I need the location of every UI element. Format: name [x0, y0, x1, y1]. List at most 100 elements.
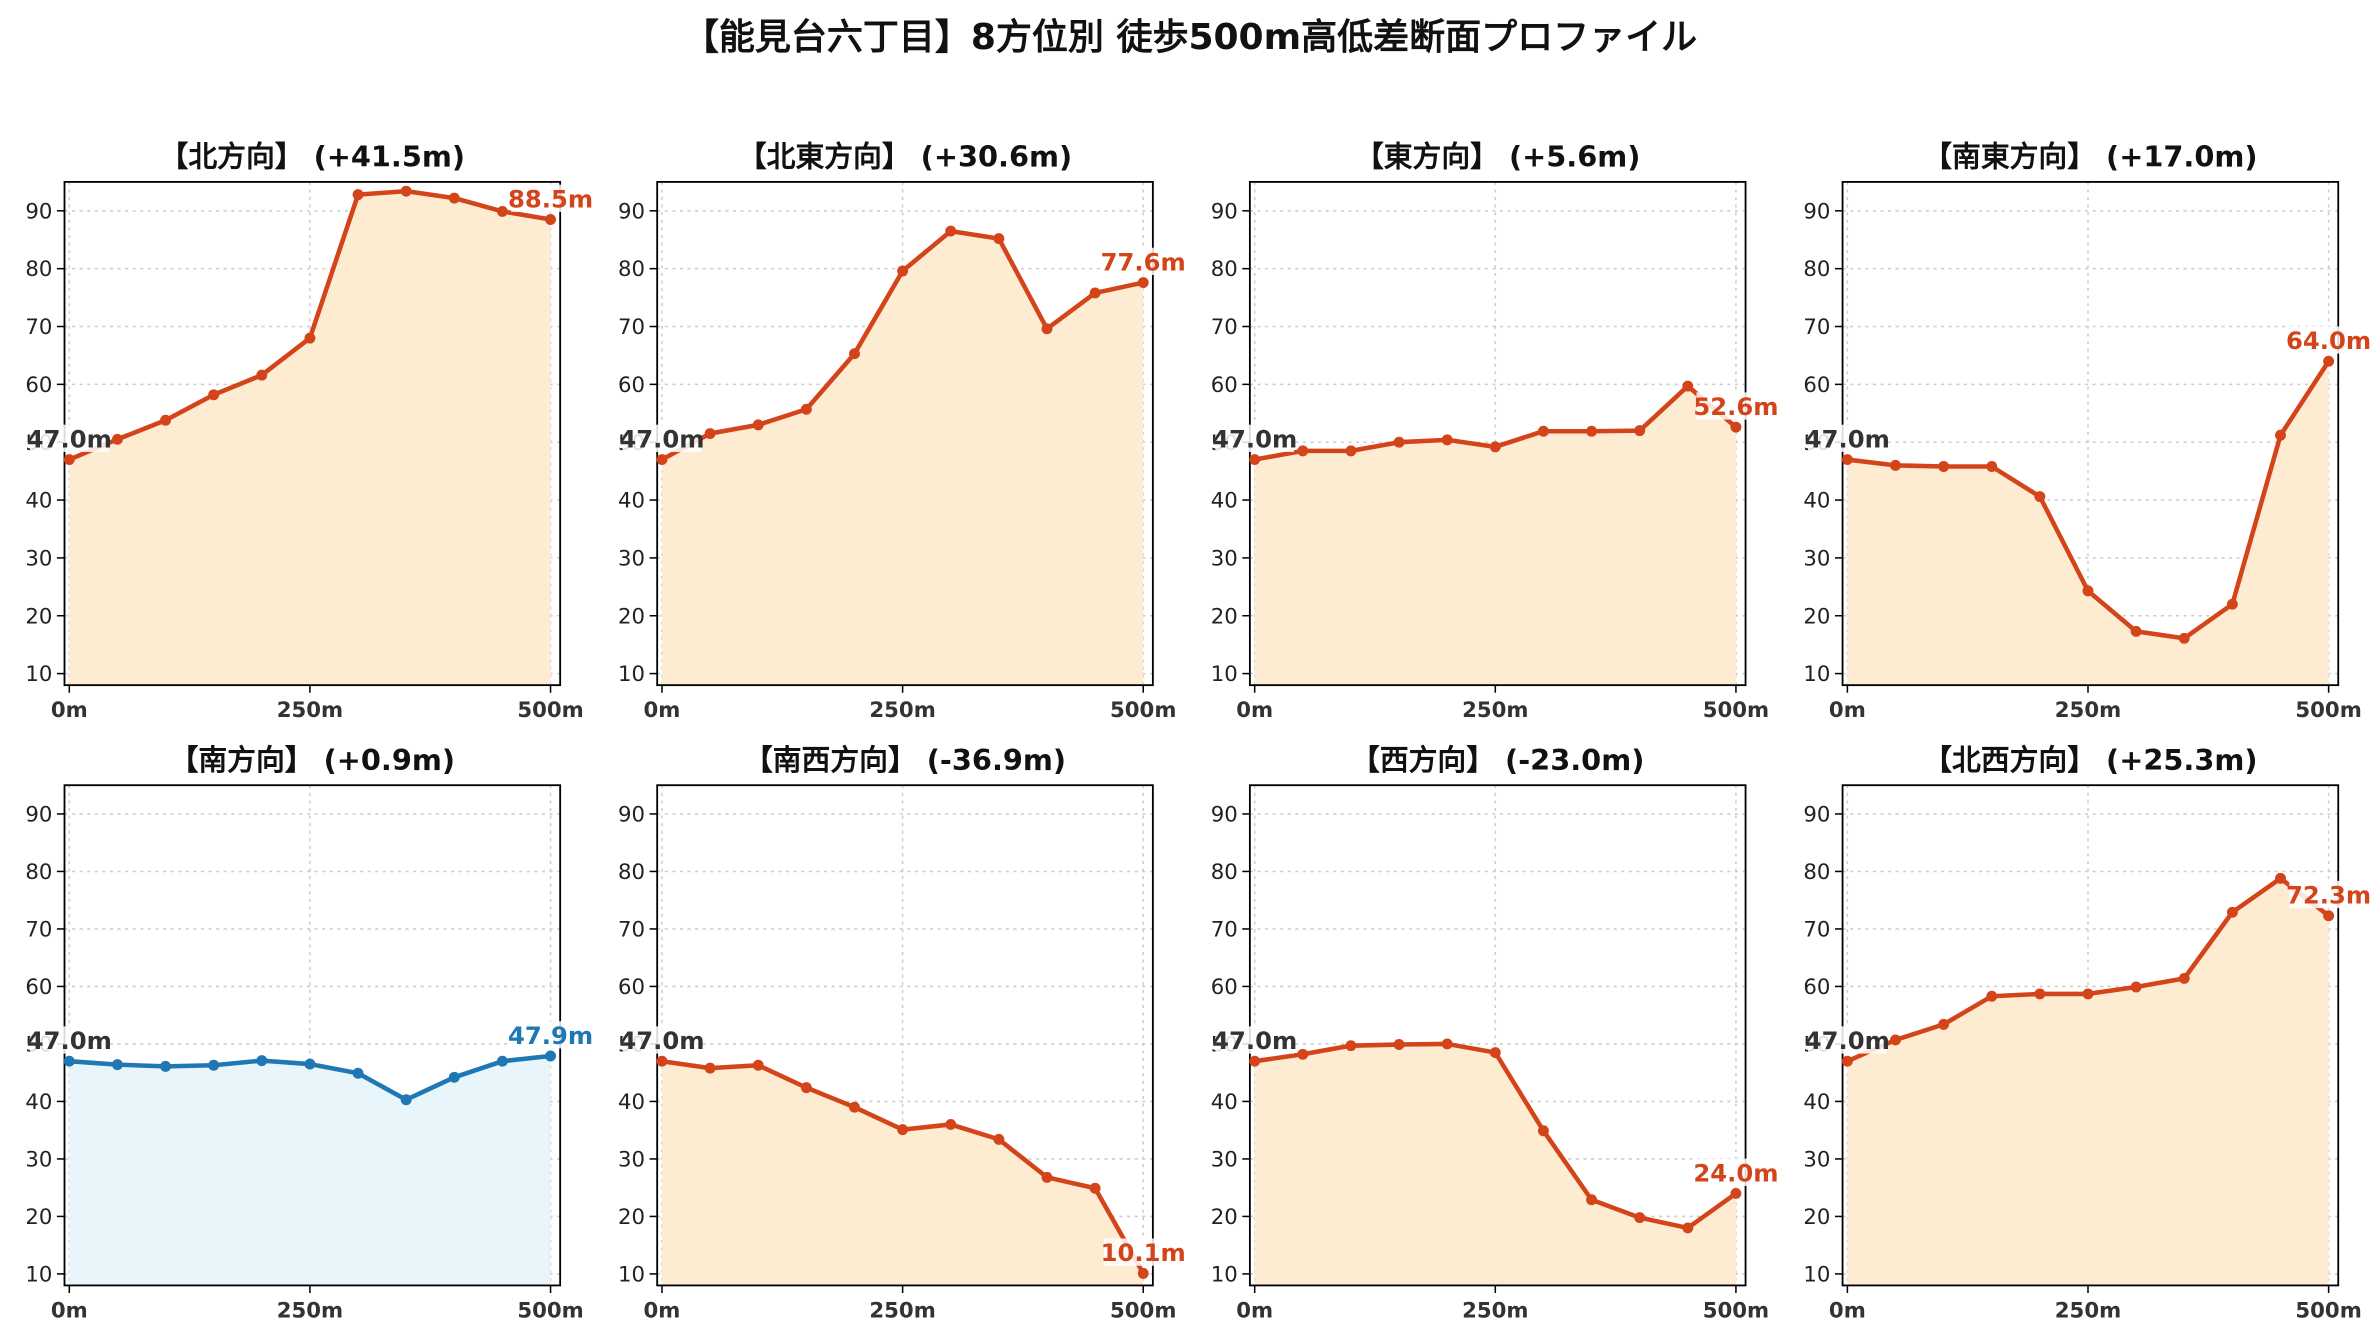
data-point — [496, 1055, 508, 1067]
start-label: 47.0m — [619, 1026, 704, 1055]
y-tick-label: 40 — [1803, 1090, 1830, 1115]
x-tick-label: 250m — [1462, 1298, 1528, 1323]
data-point — [304, 332, 316, 344]
data-point — [897, 1124, 909, 1136]
y-tick-label: 80 — [618, 860, 645, 885]
y-tick-label: 20 — [1803, 604, 1830, 629]
subplot-7: 【北西方向】 (+25.3m)1020304050607080900m250m5… — [1803, 743, 2371, 1323]
subplot-4: 【南方向】 (+0.9m)1020304050607080900m250m500… — [25, 743, 593, 1323]
end-label: 24.0m — [1693, 1158, 1778, 1187]
data-point — [304, 1058, 316, 1070]
data-point — [1089, 287, 1101, 299]
data-point — [1682, 380, 1694, 392]
data-point — [1393, 436, 1405, 448]
y-tick-label: 10 — [25, 1263, 52, 1288]
x-tick-label: 250m — [2055, 698, 2121, 723]
y-tick-label: 10 — [1211, 662, 1238, 687]
y-tick-label: 40 — [1211, 489, 1238, 514]
data-point — [2130, 981, 2142, 993]
data-point — [545, 1050, 557, 1062]
y-tick-label: 60 — [1211, 975, 1238, 1000]
y-tick-label: 10 — [1803, 1263, 1830, 1288]
data-point — [63, 1055, 75, 1067]
data-point — [1730, 1187, 1742, 1199]
start-label: 47.0m — [27, 1026, 112, 1055]
end-label: 52.6m — [1693, 392, 1778, 421]
y-tick-label: 70 — [25, 315, 52, 340]
data-point — [1345, 445, 1357, 457]
end-label-bg — [1696, 1158, 1776, 1186]
data-point — [1137, 1267, 1149, 1279]
y-tick-label: 40 — [25, 489, 52, 514]
subplot-title: 【北東方向】 (+30.6m) — [738, 140, 1072, 174]
y-tick-label: 90 — [618, 803, 645, 828]
data-point — [111, 1059, 123, 1071]
data-point — [1537, 425, 1549, 437]
data-point — [2275, 429, 2286, 441]
data-point — [2082, 988, 2094, 1000]
data-point — [111, 433, 123, 445]
subplot-1: 【北東方向】 (+30.6m)1020304050607080900m250m5… — [618, 140, 1186, 723]
data-point — [2323, 355, 2335, 367]
data-point — [1586, 1194, 1598, 1206]
data-point — [2226, 598, 2238, 610]
y-tick-label: 20 — [1211, 1205, 1238, 1230]
data-point — [1393, 1039, 1405, 1050]
x-tick-label: 500m — [1110, 698, 1176, 723]
y-tick-label: 40 — [1211, 1090, 1238, 1115]
start-label-bg — [1807, 424, 1887, 452]
area-fill — [69, 191, 551, 686]
x-tick-label: 500m — [517, 1298, 583, 1323]
data-point — [2275, 872, 2286, 884]
end-label-bg — [2289, 880, 2369, 909]
end-label-bg — [1103, 247, 1183, 275]
y-tick-label: 10 — [25, 662, 52, 687]
data-point — [2226, 906, 2238, 918]
data-point — [1089, 1182, 1101, 1194]
subplot-title: 【北西方向】 (+25.3m) — [1923, 743, 2257, 777]
y-tick-label: 70 — [1803, 315, 1830, 340]
data-point — [352, 1067, 364, 1079]
data-point — [1986, 461, 1998, 472]
x-tick-label: 250m — [869, 1298, 935, 1323]
data-point — [2178, 632, 2190, 644]
area-fill — [1847, 361, 2329, 686]
data-point — [1297, 445, 1309, 457]
y-tick-label: 20 — [1211, 604, 1238, 629]
y-tick-label: 80 — [25, 257, 52, 282]
data-point — [656, 454, 668, 466]
start-label-bg — [622, 424, 702, 452]
data-point — [704, 1062, 716, 1074]
start-label-bg — [29, 424, 109, 452]
y-tick-label: 30 — [25, 546, 52, 571]
data-point — [1841, 1055, 1853, 1067]
y-tick-label: 70 — [1211, 315, 1238, 340]
start-label-bg — [622, 1026, 702, 1054]
area-fill — [1847, 878, 2329, 1286]
data-point — [1634, 1212, 1646, 1224]
data-point — [400, 185, 412, 197]
data-point — [704, 428, 716, 439]
data-point — [400, 1094, 412, 1106]
y-tick-label: 40 — [25, 1090, 52, 1115]
y-tick-label: 30 — [1211, 546, 1238, 571]
subplot-title: 【南西方向】 (-36.9m) — [744, 743, 1066, 777]
end-label: 88.5m — [508, 184, 593, 213]
data-point — [800, 403, 812, 415]
data-point — [1986, 990, 1998, 1002]
data-point — [752, 419, 764, 431]
x-tick-label: 500m — [1703, 1298, 1769, 1323]
data-point — [496, 205, 508, 217]
area-fill — [1254, 386, 1736, 686]
data-point — [1537, 1125, 1549, 1137]
subplot-title: 【南方向】 (+0.9m) — [170, 743, 455, 777]
y-tick-label: 80 — [618, 257, 645, 282]
x-tick-label: 0m — [1236, 1298, 1273, 1323]
y-tick-label: 90 — [618, 199, 645, 224]
y-tick-label: 30 — [1803, 1148, 1830, 1173]
start-label-bg — [29, 1026, 109, 1054]
y-tick-label: 20 — [25, 1205, 52, 1230]
x-tick-label: 0m — [1829, 1298, 1866, 1323]
y-tick-label: 60 — [1803, 975, 1830, 1000]
x-tick-label: 0m — [644, 1298, 681, 1323]
